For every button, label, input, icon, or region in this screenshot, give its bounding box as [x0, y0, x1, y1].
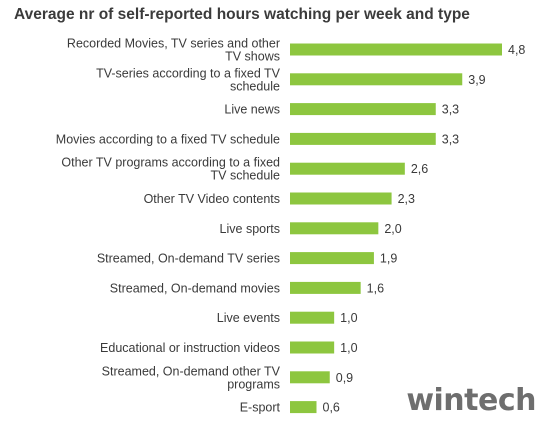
bar-2	[290, 103, 436, 116]
category-label-2: Live news	[224, 103, 280, 117]
category-label-11-line-0: Streamed, On-demand other TV	[102, 364, 281, 378]
value-label-2: 3,3	[442, 103, 459, 117]
category-label-1-line-0: TV-series according to a fixed TV	[96, 66, 281, 80]
category-label-4-line-0: Other TV programs according to a fixed	[61, 156, 280, 170]
category-labels-group: Recorded Movies, TV series and other TV s…	[56, 37, 281, 415]
category-label-12: E-sport	[240, 401, 281, 415]
value-labels-group: 4,8 3,9 3,3 3,3 2,6 2,3 2,0 1,9 1,6 1,0 1,0 0,9 0,6	[323, 43, 526, 415]
category-label-4: Other TV programs according to a fixed TV…	[61, 156, 280, 183]
category-label-8: Streamed, On-demand movies	[110, 281, 280, 295]
bar-12	[290, 401, 317, 414]
category-label-1-line-1: schedule	[230, 79, 280, 93]
category-label-3: Movies according to a fixed TV schedule	[56, 132, 280, 146]
value-label-5: 2,3	[398, 192, 415, 206]
bar-4	[290, 162, 405, 175]
category-label-6: Live sports	[220, 222, 280, 236]
category-label-4-line-1: TV schedule	[211, 169, 281, 183]
bar-1	[290, 73, 463, 86]
bar-6	[290, 222, 379, 235]
category-label-9: Live events	[217, 311, 280, 325]
value-label-12: 0,6	[323, 401, 340, 415]
value-label-8: 1,6	[367, 281, 384, 295]
bars-group	[290, 43, 502, 414]
bar-5	[290, 192, 392, 205]
category-label-11-line-1: programs	[227, 377, 280, 391]
category-label-11: Streamed, On-demand other TV programs	[102, 364, 281, 391]
bar-9	[290, 311, 335, 324]
bar-3	[290, 132, 436, 145]
chart-title: Average nr of self-reported hours watchi…	[14, 6, 470, 23]
value-label-9: 1,0	[340, 311, 357, 325]
value-label-3: 3,3	[442, 132, 459, 146]
value-label-0: 4,8	[508, 43, 525, 57]
category-label-0-line-0: Recorded Movies, TV series and other	[67, 37, 280, 51]
category-label-5: Other TV Video contents	[144, 192, 280, 206]
category-label-7: Streamed, On-demand TV series	[97, 252, 280, 266]
value-label-1: 3,9	[468, 73, 485, 87]
value-label-4: 2,6	[411, 162, 428, 176]
value-label-7: 1,9	[380, 252, 397, 266]
category-label-10: Educational or instruction videos	[100, 341, 280, 355]
category-label-1: TV-series according to a fixed TV schedul…	[96, 66, 281, 93]
bar-7	[290, 252, 374, 265]
bar-8	[290, 281, 361, 294]
bar-10	[290, 341, 335, 354]
value-label-10: 1,0	[340, 341, 357, 355]
bar-0	[290, 43, 502, 56]
value-label-6: 2,0	[384, 222, 401, 236]
bar-11	[290, 371, 330, 384]
category-label-0-line-1: TV shows	[225, 50, 280, 64]
category-label-0: Recorded Movies, TV series and other TV s…	[67, 37, 280, 64]
value-label-11: 0,9	[336, 371, 353, 385]
watermark-logo: wintech	[406, 383, 536, 418]
